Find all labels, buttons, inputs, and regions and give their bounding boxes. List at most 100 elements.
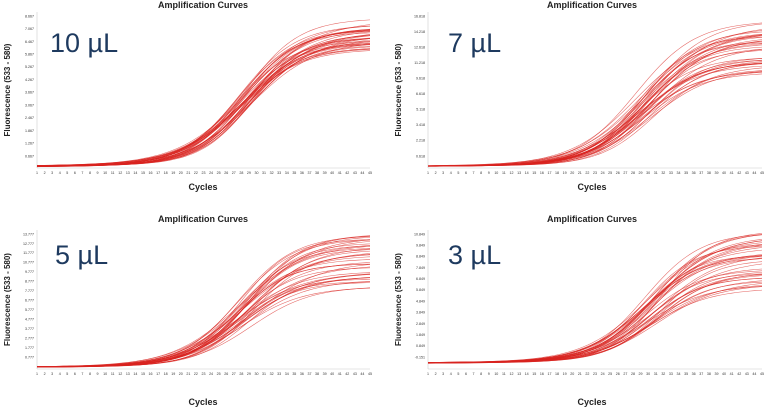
- x-tick-label: 13: [517, 372, 521, 376]
- x-tick-label: 11: [111, 372, 115, 376]
- x-tick-label: 40: [330, 171, 334, 175]
- x-tick-label: 26: [224, 171, 228, 175]
- amplification-curve: [427, 61, 763, 167]
- x-tick-label: 15: [532, 171, 536, 175]
- x-tick-label: 13: [126, 171, 130, 175]
- x-tick-label: 10: [103, 171, 107, 175]
- y-tick-label: 10.777: [23, 261, 34, 265]
- x-tick-label: 11: [502, 372, 506, 376]
- x-tick-label: 22: [194, 171, 198, 175]
- amplification-curve: [36, 287, 371, 367]
- x-tick-label: 14: [525, 171, 529, 175]
- x-tick-label: 31: [654, 372, 658, 376]
- x-tick-label: 25: [608, 372, 612, 376]
- y-tick-label: 7.067: [25, 27, 34, 31]
- x-tick-label: 33: [277, 171, 281, 175]
- x-tick-label: 37: [699, 171, 703, 175]
- amplification-curve: [427, 67, 763, 166]
- x-tick-label: 34: [285, 372, 289, 376]
- x-tick-label: 8: [480, 171, 482, 175]
- y-tick-label: 3.418: [416, 123, 425, 127]
- amplification-curve: [36, 41, 371, 167]
- y-tick-label: 6.849: [416, 277, 425, 281]
- amplification-curve: [36, 277, 371, 368]
- x-tick-label: 45: [760, 171, 764, 175]
- y-tick-label: 0.777: [25, 355, 34, 359]
- x-tick-label: 44: [752, 171, 756, 175]
- x-tick-label: 12: [510, 171, 514, 175]
- x-tick-label: 19: [171, 171, 175, 175]
- y-tick-label: 3.777: [25, 327, 34, 331]
- x-tick-label: 40: [330, 372, 334, 376]
- x-tick-label: 26: [616, 372, 620, 376]
- amplification-curve: [427, 273, 763, 363]
- x-tick-label: 32: [661, 372, 665, 376]
- y-tick-label: 4.849: [416, 299, 425, 303]
- x-tick-label: 33: [669, 171, 673, 175]
- x-tick-label: 38: [315, 171, 319, 175]
- x-tick-label: 21: [578, 171, 582, 175]
- curve-series: [36, 235, 371, 368]
- amplification-curve: [36, 281, 371, 368]
- x-tick-label: 9: [97, 372, 99, 376]
- x-tick-label: 29: [639, 372, 643, 376]
- x-tick-label: 42: [345, 171, 349, 175]
- amplification-curve: [427, 274, 763, 364]
- x-tick-label: 44: [752, 372, 756, 376]
- chart-title: Amplification Curves: [158, 0, 248, 10]
- x-tick-label: 2: [44, 171, 46, 175]
- x-tick-label: 12: [510, 372, 514, 376]
- x-tick-label: 29: [639, 171, 643, 175]
- x-tick-label: 10: [494, 171, 498, 175]
- y-tick-label: 5.118: [416, 108, 425, 112]
- amplification-curve: [36, 38, 371, 166]
- x-tick-label: 15: [141, 372, 145, 376]
- x-tick-label: 43: [745, 372, 749, 376]
- amplification-curve: [427, 46, 763, 167]
- x-tick-label: 37: [307, 171, 311, 175]
- y-tick-label: 11.218: [414, 61, 425, 65]
- y-tick-label: 9.849: [416, 243, 425, 247]
- amplification-curve: [36, 281, 371, 368]
- x-tick-label: 12: [118, 372, 122, 376]
- x-tick-label: 3: [51, 372, 53, 376]
- x-tick-label: 16: [149, 372, 153, 376]
- chart-panel-3: Amplification Curves Cycles Fluorescence (…: [3, 214, 372, 407]
- y-tick-label: 6.467: [25, 40, 34, 44]
- x-tick-label: 21: [186, 372, 190, 376]
- x-tick-label: 42: [737, 171, 741, 175]
- x-tick-label: 31: [262, 171, 266, 175]
- x-tick-label: 25: [608, 171, 612, 175]
- x-tick-label: 45: [368, 372, 372, 376]
- x-tick-label: 18: [555, 372, 559, 376]
- amplification-curve: [427, 272, 763, 364]
- amplification-curve: [36, 254, 371, 367]
- x-tick-label: 22: [585, 372, 589, 376]
- x-tick-label: 36: [692, 171, 696, 175]
- x-tick-label: 18: [164, 372, 168, 376]
- x-tick-label: 32: [661, 171, 665, 175]
- x-tick-label: 25: [217, 372, 221, 376]
- x-tick-label: 12: [118, 171, 122, 175]
- x-tick-label: 34: [677, 372, 681, 376]
- x-tick-label: 19: [563, 171, 567, 175]
- x-tick-label: 41: [338, 372, 342, 376]
- x-tick-label: 29: [247, 372, 251, 376]
- x-tick-label: 19: [563, 372, 567, 376]
- y-tick-label: 8.777: [25, 280, 34, 284]
- x-tick-label: 21: [578, 372, 582, 376]
- x-tick-label: 28: [631, 372, 635, 376]
- amplification-curve: [36, 263, 371, 368]
- x-tick-label: 24: [209, 372, 213, 376]
- x-tick-label: 29: [247, 171, 251, 175]
- x-tick-label: 10: [494, 372, 498, 376]
- amplification-curve: [427, 273, 763, 363]
- amplification-curve: [36, 287, 371, 368]
- amplification-curve: [427, 275, 763, 364]
- x-tick-label: 9: [97, 171, 99, 175]
- x-tick-label: 27: [623, 372, 627, 376]
- x-tick-label: 24: [601, 171, 605, 175]
- x-tick-label: 36: [300, 372, 304, 376]
- x-tick-label: 1: [427, 171, 429, 175]
